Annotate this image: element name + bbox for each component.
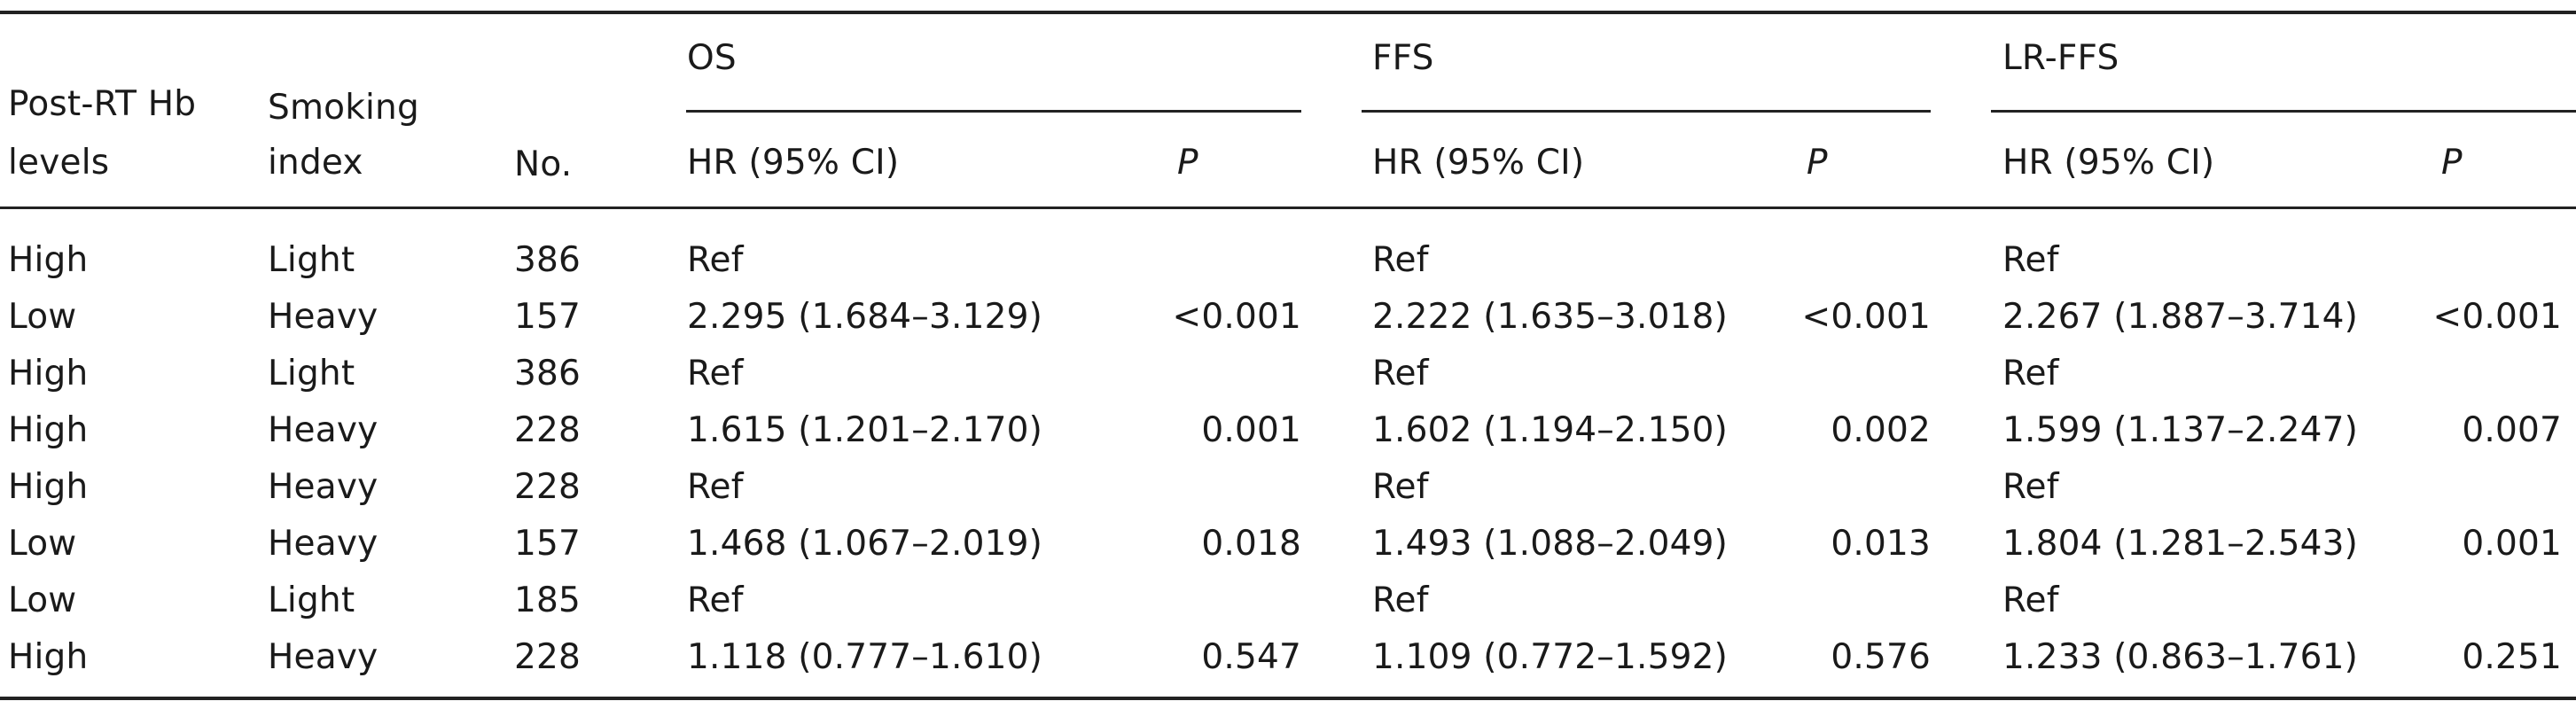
cell-no: 228 bbox=[514, 637, 582, 677]
cell-no: 157 bbox=[514, 524, 582, 564]
cell-os-p: 0.018 bbox=[1201, 524, 1301, 564]
group-header-lrffs: LR-FFS bbox=[2002, 38, 2119, 78]
cell-ffs-hr: Ref bbox=[1372, 354, 1429, 393]
cell-lrffs-hr: Ref bbox=[2002, 240, 2059, 280]
cell-hb: High bbox=[8, 410, 89, 450]
cell-os-hr: Ref bbox=[687, 354, 744, 393]
subheader-ffs-p: P bbox=[1807, 143, 1828, 183]
cell-lrffs-hr: 1.804 (1.281–2.543) bbox=[2002, 524, 2359, 564]
cell-os-p: <0.001 bbox=[1172, 297, 1301, 337]
cell-os-hr: Ref bbox=[687, 467, 744, 507]
cell-lrffs-hr: Ref bbox=[2002, 467, 2059, 507]
cell-hb: High bbox=[8, 354, 89, 393]
cell-os-hr: Ref bbox=[687, 240, 744, 280]
cell-os-hr: 2.295 (1.684–3.129) bbox=[687, 297, 1043, 337]
cell-smoking: Heavy bbox=[268, 467, 379, 507]
cell-hb: High bbox=[8, 240, 89, 280]
cell-lrffs-hr: Ref bbox=[2002, 354, 2059, 393]
cell-smoking: Light bbox=[268, 354, 355, 393]
cell-ffs-p: 0.013 bbox=[1831, 524, 1931, 564]
header-smoking-line2: index bbox=[268, 143, 363, 183]
os-group-rule bbox=[686, 110, 1301, 113]
cell-ffs-hr: 1.109 (0.772–1.592) bbox=[1372, 637, 1729, 677]
cell-ffs-hr: Ref bbox=[1372, 467, 1429, 507]
header-smoking-line1: Smoking bbox=[268, 88, 419, 128]
cell-hb: Low bbox=[8, 580, 77, 620]
cell-lrffs-p: 0.251 bbox=[2462, 637, 2562, 677]
cell-no: 386 bbox=[514, 240, 582, 280]
cell-lrffs-p: 0.001 bbox=[2462, 524, 2562, 564]
subheader-os-hr: HR (95% CI) bbox=[687, 143, 900, 183]
cell-ffs-p: 0.576 bbox=[1831, 637, 1931, 677]
cell-ffs-hr: 2.222 (1.635–3.018) bbox=[1372, 297, 1729, 337]
subheader-lrffs-p: P bbox=[2441, 143, 2463, 183]
cell-smoking: Light bbox=[268, 240, 355, 280]
header-hb-line1: Post-RT Hb bbox=[8, 84, 197, 124]
ffs-group-rule bbox=[1362, 110, 1931, 113]
cell-os-hr: 1.615 (1.201–2.170) bbox=[687, 410, 1043, 450]
cell-smoking: Heavy bbox=[268, 524, 379, 564]
subheader-ffs-hr: HR (95% CI) bbox=[1372, 143, 1585, 183]
cell-smoking: Heavy bbox=[268, 410, 379, 450]
cell-hb: High bbox=[8, 637, 89, 677]
cell-ffs-hr: Ref bbox=[1372, 240, 1429, 280]
cell-lrffs-hr: 1.233 (0.863–1.761) bbox=[2002, 637, 2359, 677]
header-hb-line2: levels bbox=[8, 143, 110, 183]
cell-smoking: Heavy bbox=[268, 637, 379, 677]
cell-no: 386 bbox=[514, 354, 582, 393]
cell-os-hr: 1.468 (1.067–2.019) bbox=[687, 524, 1043, 564]
cell-no: 228 bbox=[514, 410, 582, 450]
cell-ffs-p: <0.001 bbox=[1801, 297, 1931, 337]
cell-os-p: 0.001 bbox=[1201, 410, 1301, 450]
cell-smoking: Light bbox=[268, 580, 355, 620]
bottom-rule bbox=[0, 697, 2576, 700]
cell-ffs-hr: 1.493 (1.088–2.049) bbox=[1372, 524, 1729, 564]
header-bottom-rule bbox=[0, 206, 2576, 209]
top-rule bbox=[0, 11, 2576, 14]
cell-lrffs-hr: 1.599 (1.137–2.247) bbox=[2002, 410, 2359, 450]
cell-lrffs-p: <0.001 bbox=[2432, 297, 2562, 337]
cell-hb: High bbox=[8, 467, 89, 507]
group-header-ffs: FFS bbox=[1372, 38, 1434, 78]
cell-ffs-hr: 1.602 (1.194–2.150) bbox=[1372, 410, 1729, 450]
cell-lrffs-hr: 2.267 (1.887–3.714) bbox=[2002, 297, 2359, 337]
cell-hb: Low bbox=[8, 297, 77, 337]
cell-lrffs-hr: Ref bbox=[2002, 580, 2059, 620]
group-header-os: OS bbox=[687, 38, 737, 78]
cell-ffs-p: 0.002 bbox=[1831, 410, 1931, 450]
subheader-os-p: P bbox=[1177, 143, 1198, 183]
subheader-lrffs-hr: HR (95% CI) bbox=[2002, 143, 2215, 183]
cell-no: 157 bbox=[514, 297, 582, 337]
header-no: No. bbox=[514, 144, 573, 184]
cell-os-p: 0.547 bbox=[1201, 637, 1301, 677]
cell-hb: Low bbox=[8, 524, 77, 564]
cell-no: 185 bbox=[514, 580, 582, 620]
cell-no: 228 bbox=[514, 467, 582, 507]
cell-lrffs-p: 0.007 bbox=[2462, 410, 2562, 450]
lrffs-group-rule bbox=[1991, 110, 2576, 113]
cell-smoking: Heavy bbox=[268, 297, 379, 337]
cell-os-hr: 1.118 (0.777–1.610) bbox=[687, 637, 1043, 677]
cell-os-hr: Ref bbox=[687, 580, 744, 620]
cell-ffs-hr: Ref bbox=[1372, 580, 1429, 620]
